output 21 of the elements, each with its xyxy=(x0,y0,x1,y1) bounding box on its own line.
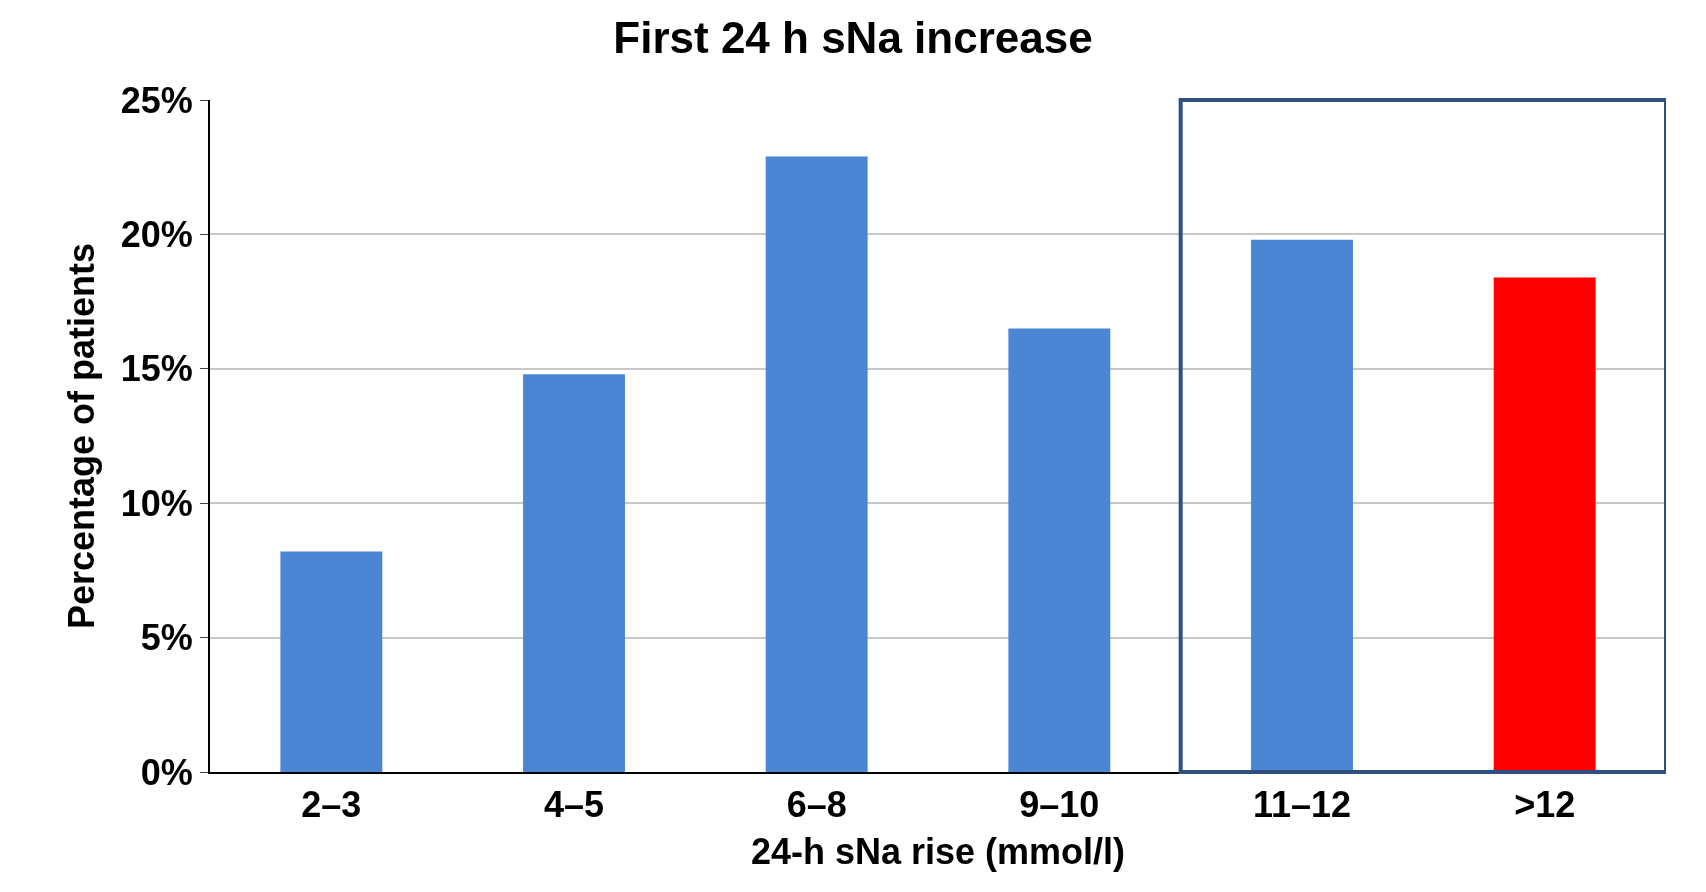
y-tick-label: 0% xyxy=(140,751,193,793)
y-tick-label: 10% xyxy=(120,482,193,524)
bar xyxy=(1493,277,1596,772)
x-tick-label: 4–5 xyxy=(543,784,605,826)
x-tick-label: 6–8 xyxy=(786,784,847,826)
y-tick-label: 25% xyxy=(120,79,193,121)
x-tick-label: 11–12 xyxy=(1252,784,1352,826)
chart-title: First 24 h sNa increase xyxy=(613,13,1093,63)
bar xyxy=(765,156,868,772)
x-tick-label: 2–3 xyxy=(301,784,362,826)
bar xyxy=(280,551,383,772)
x-axis-title: 24-h sNa rise (mmol/l) xyxy=(750,831,1126,873)
y-tick-label: 20% xyxy=(120,214,193,255)
y-axis-title: Percentage of patients xyxy=(61,242,103,630)
x-tick-label: 9–10 xyxy=(1019,784,1100,826)
bar xyxy=(523,374,625,772)
bar xyxy=(1251,239,1353,772)
y-tick-label: 15% xyxy=(120,348,193,390)
bar xyxy=(1008,328,1111,772)
y-tick-label: 5% xyxy=(140,617,193,659)
x-tick-label: >12 xyxy=(1514,784,1576,826)
